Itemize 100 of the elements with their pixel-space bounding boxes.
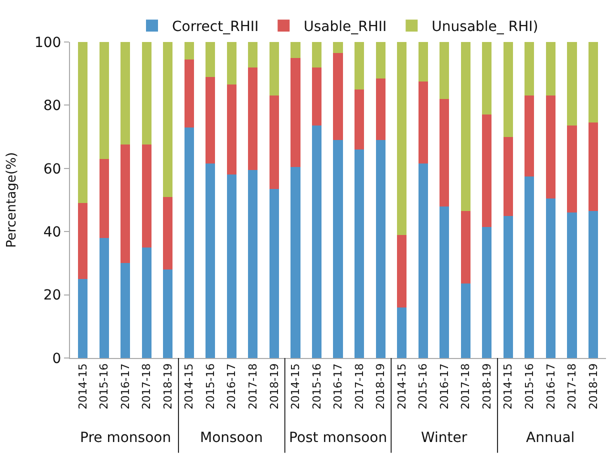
bar bbox=[588, 42, 598, 123]
bar bbox=[567, 42, 577, 126]
bar bbox=[206, 42, 216, 77]
bar bbox=[248, 170, 258, 358]
bar bbox=[163, 270, 173, 358]
bar bbox=[206, 76, 216, 164]
bar bbox=[142, 144, 152, 248]
bar bbox=[546, 42, 556, 96]
bar bbox=[78, 203, 88, 279]
x-tick-label: 2016-17 bbox=[438, 363, 451, 410]
bar bbox=[546, 198, 556, 358]
x-tick-label: 2018-19 bbox=[480, 363, 494, 410]
x-tick-label: 2015-16 bbox=[416, 363, 430, 410]
bar bbox=[376, 78, 386, 140]
x-tick-label: 2017-18 bbox=[352, 363, 366, 410]
bar bbox=[588, 122, 598, 212]
bar bbox=[333, 53, 343, 140]
x-tick-label: 2018-19 bbox=[161, 363, 174, 410]
bar bbox=[460, 211, 470, 284]
bar bbox=[503, 136, 513, 216]
y-tick-label: 100 bbox=[34, 34, 62, 51]
bar bbox=[99, 158, 109, 238]
y-tick-label: 20 bbox=[43, 288, 62, 304]
y-tick-label: 0 bbox=[52, 350, 62, 367]
text: Post monsoon bbox=[289, 430, 388, 446]
bar bbox=[460, 284, 470, 358]
x-tick-label: 2015-16 bbox=[310, 363, 324, 410]
bar bbox=[120, 42, 130, 145]
bar bbox=[460, 42, 470, 212]
bar bbox=[269, 188, 279, 358]
bar bbox=[290, 58, 300, 167]
bar bbox=[418, 82, 428, 164]
x-tick-label: 2017-18 bbox=[140, 363, 154, 410]
x-tick-label: 2014-15 bbox=[289, 363, 302, 410]
bar bbox=[354, 149, 364, 358]
bar bbox=[567, 126, 577, 213]
x-tick-label: 2018-19 bbox=[586, 363, 600, 410]
x-tick-label: 2017-18 bbox=[459, 363, 472, 410]
bar bbox=[567, 212, 577, 358]
bar bbox=[163, 196, 173, 270]
x-tick-label: 2015-16 bbox=[523, 363, 536, 410]
bar bbox=[503, 42, 513, 137]
bar bbox=[440, 98, 450, 206]
bar bbox=[120, 144, 130, 264]
bar bbox=[418, 164, 428, 358]
bar bbox=[397, 234, 407, 308]
bar bbox=[524, 42, 534, 96]
bar bbox=[206, 164, 216, 358]
x-tick-label: 2014-15 bbox=[182, 363, 196, 410]
bar bbox=[163, 42, 173, 197]
bar bbox=[440, 206, 450, 358]
x-tick-label: 2015-16 bbox=[98, 363, 111, 410]
bar bbox=[482, 114, 492, 227]
bar bbox=[78, 42, 88, 204]
x-tick-label: 2016-17 bbox=[544, 363, 558, 410]
bar bbox=[503, 216, 513, 358]
x-tick-label: 2016-17 bbox=[225, 363, 238, 410]
bar bbox=[99, 238, 109, 358]
x-tick-label: 2014-15 bbox=[502, 363, 515, 410]
y-axis-title: Percentage(%) bbox=[4, 152, 20, 248]
text: Monsoon bbox=[200, 430, 263, 446]
bar bbox=[397, 307, 407, 358]
x-tick-label: 2017-18 bbox=[566, 363, 579, 410]
y-tick-label: 60 bbox=[43, 161, 62, 178]
legend-label: Usable_RHII bbox=[304, 19, 387, 36]
bar bbox=[376, 140, 386, 358]
y-tick-label: 80 bbox=[43, 98, 62, 114]
bar bbox=[376, 42, 386, 78]
bar bbox=[142, 42, 152, 145]
bar bbox=[440, 42, 450, 99]
bar bbox=[524, 96, 534, 176]
x-tick-label: 2014-15 bbox=[395, 363, 408, 410]
bar bbox=[482, 42, 492, 115]
bar bbox=[354, 42, 364, 90]
legend-label: Correct_RHII bbox=[172, 19, 259, 36]
bar bbox=[333, 140, 343, 358]
bar bbox=[588, 211, 598, 358]
text: Annual bbox=[526, 430, 575, 446]
bar bbox=[248, 42, 258, 68]
bar bbox=[78, 279, 88, 358]
bar bbox=[397, 42, 407, 235]
bar bbox=[184, 59, 194, 128]
bar bbox=[418, 42, 428, 82]
bar bbox=[312, 42, 322, 68]
bar bbox=[184, 127, 194, 358]
bar bbox=[99, 42, 109, 159]
bar bbox=[524, 176, 534, 358]
x-tick-label: 2018-19 bbox=[374, 363, 388, 410]
bar bbox=[226, 42, 236, 85]
bar bbox=[142, 247, 152, 358]
x-tick-label: 2018-19 bbox=[268, 363, 281, 410]
bar bbox=[290, 42, 300, 58]
x-tick-label: 2016-17 bbox=[118, 363, 132, 410]
bar bbox=[312, 67, 322, 126]
bar bbox=[184, 42, 194, 60]
bar bbox=[248, 67, 258, 170]
bar bbox=[120, 263, 130, 358]
bar bbox=[290, 166, 300, 358]
x-tick-label: 2017-18 bbox=[246, 363, 260, 410]
bar bbox=[333, 42, 343, 54]
